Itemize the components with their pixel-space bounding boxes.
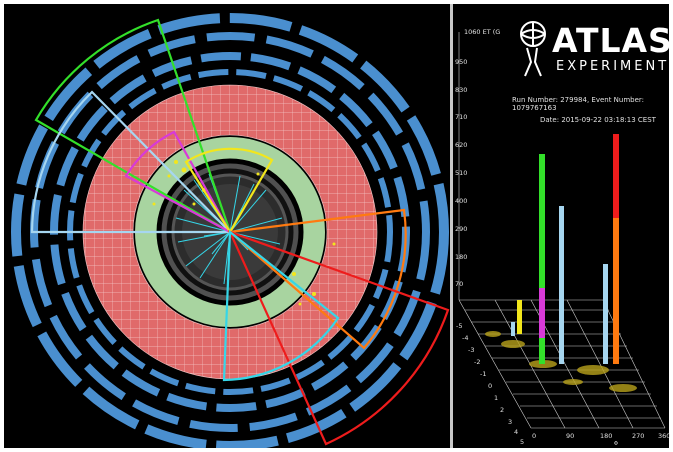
y-tick: 180 <box>455 253 467 261</box>
eta-tick: 0 <box>488 382 492 390</box>
y-tick: 290 <box>455 225 467 233</box>
phi-tick: 0 <box>532 432 536 440</box>
phi-axis-label: Φ <box>614 441 618 447</box>
y-tick: 400 <box>455 197 467 205</box>
phi-tick: 360 <box>658 432 670 440</box>
y-tick: 950 <box>455 58 467 66</box>
phi-tick: 90 <box>566 432 574 440</box>
y-tick: 620 <box>455 141 467 149</box>
et-axis-label: 1060 ET (G <box>464 28 500 36</box>
eta-tick: 1 <box>494 394 498 402</box>
run-event-number: Run Number: 279984, Event Number: 107976… <box>512 96 673 112</box>
transverse-view-panel <box>4 4 450 448</box>
eta-tick: 2 <box>500 406 504 414</box>
eta-tick: 4 <box>514 428 518 436</box>
eta-tick: 3 <box>508 418 512 426</box>
atlas-logo-title: ATLAS <box>552 24 673 57</box>
y-tick: 710 <box>455 113 467 121</box>
eta-tick: -5 <box>456 322 462 330</box>
y-tick: 70 <box>455 280 463 288</box>
atlas-logo-subtitle: EXPERIMENT <box>556 60 669 74</box>
eta-tick: -2 <box>474 358 480 366</box>
eta-tick: -3 <box>468 346 474 354</box>
phi-tick: 180 <box>600 432 612 440</box>
eta-tick: -4 <box>462 334 468 342</box>
y-tick: 510 <box>455 169 467 177</box>
lego-towers <box>511 134 619 364</box>
eta-tick: 5 <box>520 438 524 446</box>
atlas-logo-figure <box>521 22 545 76</box>
detector-transverse-svg <box>4 4 450 448</box>
y-tick: 830 <box>455 86 467 94</box>
eta-tick: -1 <box>480 370 486 378</box>
event-date: Date: 2015-09-22 03:18:13 CEST <box>540 116 656 124</box>
phi-tick: 270 <box>632 432 644 440</box>
